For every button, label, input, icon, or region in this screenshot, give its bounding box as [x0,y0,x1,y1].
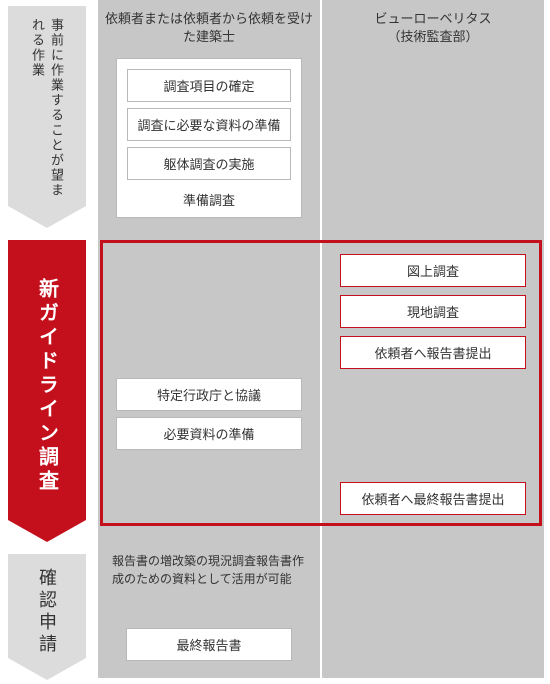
columns: 依頼者または依頼者から依頼を受けた建築士 調査項目の確定 調査に必要な資料の準備… [98,0,544,678]
phase1-arrow: 事前に作業することが望まれる作業 [8,6,86,206]
survey-box-2: 依頼者へ報告書提出 [340,336,526,369]
column-right-header-line2: （技術監査部） [387,29,478,44]
phase1-label: 事前に作業することが望まれる作業 [28,18,66,206]
left-mid-boxes: 特定行政庁と協議 必要資料の準備 [116,378,302,450]
column-left-header: 依頼者または依頼者から依頼を受けた建築士 [98,0,320,58]
survey-box-1: 現地調査 [340,295,526,328]
right-survey-boxes: 図上調査 現地調査 依頼者へ報告書提出 [340,254,526,369]
prep-item-2: 躯体調査の実施 [127,147,291,180]
phase2-arrow: 新ガイドライン調査 [8,240,86,520]
left-mid-box-1: 必要資料の準備 [116,417,302,450]
phase2-arrow-tail [8,520,86,542]
prep-group: 調査項目の確定 調査に必要な資料の準備 躯体調査の実施 準備調査 [116,58,302,218]
column-right-header: ビューローベリタス （技術監査部） [322,0,544,58]
left-mid-box-0: 特定行政庁と協議 [116,378,302,411]
column-right: ビューローベリタス （技術監査部） 図上調査 現地調査 依頼者へ報告書提出 依頼… [322,0,544,678]
prep-item-0: 調査項目の確定 [127,69,291,102]
prep-group-caption: 準備調査 [127,186,291,209]
phase1-arrow-tail [8,206,86,228]
phase2-label: 新ガイドライン調査 [33,278,62,494]
phase3-label: 確認申請 [34,568,60,656]
column-left: 依頼者または依頼者から依頼を受けた建築士 調査項目の確定 調査に必要な資料の準備… [98,0,320,678]
right-final-report: 依頼者へ最終報告書提出 [340,482,526,515]
phase3-arrow-tail [8,658,86,680]
prep-item-1: 調査に必要な資料の準備 [127,108,291,141]
survey-box-0: 図上調査 [340,254,526,287]
phase3-arrow: 確認申請 [8,554,86,658]
column-right-header-line1: ビューローベリタス [374,11,491,26]
left-footnote: 報告書の増改築の現況調査報告書作成のための資料として活用が可能 [98,552,320,588]
left-final-box: 最終報告書 [126,628,292,661]
